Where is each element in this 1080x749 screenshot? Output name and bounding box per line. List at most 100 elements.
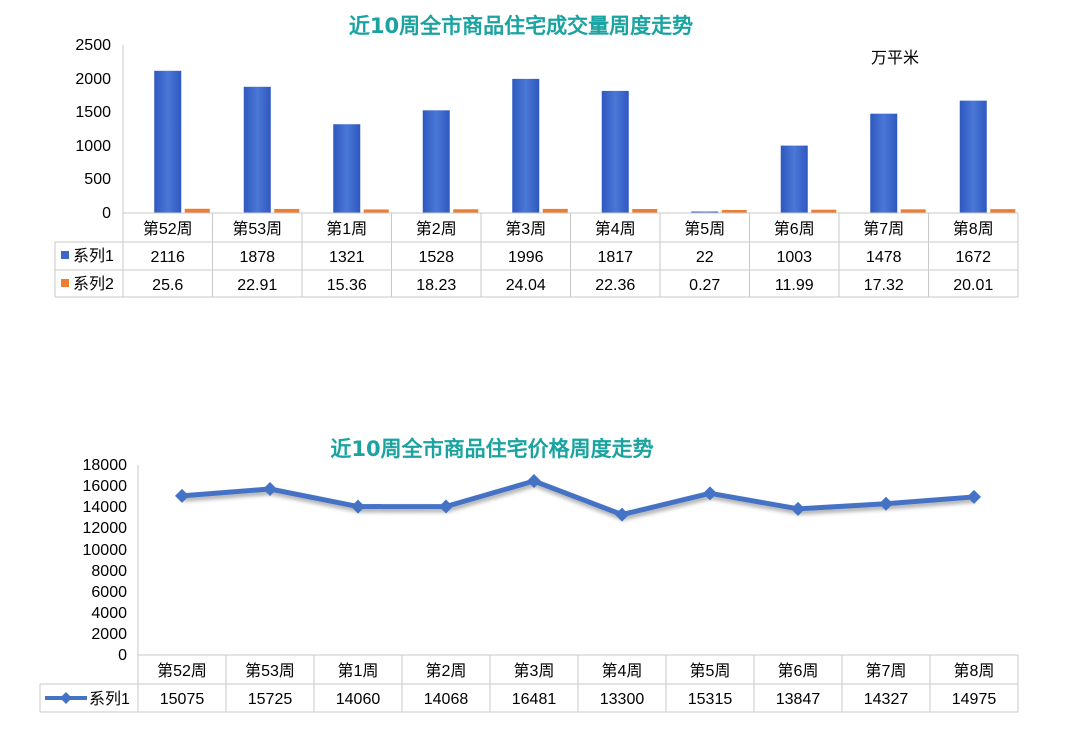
price-point-marker bbox=[527, 474, 541, 489]
price-y-tick: 10000 bbox=[83, 542, 128, 559]
volume-bar-series2 bbox=[184, 208, 210, 213]
volume-bar-series1 bbox=[333, 124, 361, 213]
volume-x-tick-label: 第53周 bbox=[232, 220, 282, 238]
volume-x-tick-label: 第8周 bbox=[953, 220, 994, 238]
price-chart-y-axis: 0 2000 4000 6000 8000 10000 12000 14000 … bbox=[83, 457, 139, 664]
volume-x-tick-label: 第2周 bbox=[416, 220, 457, 238]
volume-table-cell: 22.36 bbox=[595, 277, 635, 294]
volume-x-tick-label: 第3周 bbox=[505, 220, 546, 238]
volume-chart-unit-label: 万平米 bbox=[871, 48, 919, 67]
price-legend-marker bbox=[60, 692, 72, 704]
price-table-cell: 15075 bbox=[160, 691, 205, 708]
volume-x-tick-label: 第4周 bbox=[595, 220, 636, 238]
price-y-tick: 6000 bbox=[91, 584, 127, 601]
volume-y-tick: 2500 bbox=[75, 37, 111, 54]
volume-bar-series2 bbox=[990, 209, 1016, 213]
price-y-tick: 0 bbox=[118, 647, 127, 664]
price-point-marker bbox=[879, 496, 893, 511]
volume-table-cell: 17.32 bbox=[864, 277, 904, 294]
legend-label-2: 系列2 bbox=[73, 275, 114, 293]
volume-table-cell: 2116 bbox=[151, 249, 186, 266]
volume-bar-series1 bbox=[154, 70, 182, 213]
price-point-marker bbox=[439, 499, 453, 514]
price-x-tick-label: 第53周 bbox=[245, 662, 295, 680]
price-x-tick-label: 第52周 bbox=[157, 662, 207, 680]
volume-table-cell: 1672 bbox=[955, 249, 991, 266]
volume-bar-series2 bbox=[453, 209, 479, 213]
price-table-cell: 16481 bbox=[512, 691, 557, 708]
legend-swatch-1 bbox=[61, 251, 69, 259]
volume-bar-series1 bbox=[512, 78, 540, 213]
price-point-marker bbox=[791, 501, 805, 516]
price-point-marker bbox=[351, 499, 365, 514]
price-table-cell: 13847 bbox=[776, 691, 821, 708]
price-point-marker bbox=[703, 486, 717, 501]
volume-bar-series1 bbox=[959, 100, 987, 213]
volume-table-cell: 11.99 bbox=[775, 277, 814, 294]
price-chart-title: 近10周全市商品住宅价格周度走势 bbox=[330, 437, 653, 461]
volume-chart-title: 近10周全市商品住宅成交量周度走势 bbox=[349, 14, 693, 38]
volume-x-tick-label: 第5周 bbox=[684, 220, 725, 238]
price-table-cell: 14068 bbox=[424, 691, 469, 708]
price-x-tick-label: 第7周 bbox=[866, 662, 907, 680]
price-y-tick: 16000 bbox=[83, 478, 128, 495]
price-chart: 近10周全市商品住宅价格周度走势 0 2000 4000 6000 8000 1… bbox=[39, 437, 1019, 713]
price-legend-label: 系列1 bbox=[89, 690, 130, 708]
volume-x-tick-label: 第52周 bbox=[143, 220, 193, 238]
volume-bar-series1 bbox=[691, 211, 719, 213]
volume-table-cell: 1996 bbox=[508, 249, 544, 266]
price-point-marker bbox=[615, 507, 629, 522]
price-line bbox=[181, 478, 975, 518]
volume-bar-series2 bbox=[900, 209, 926, 213]
volume-bar-series2 bbox=[811, 209, 837, 213]
price-x-tick-label: 第1周 bbox=[338, 662, 379, 680]
volume-bar-series2 bbox=[274, 208, 300, 213]
price-table-cell: 15725 bbox=[248, 691, 293, 708]
legend-swatch-2 bbox=[61, 279, 69, 287]
volume-table-cell: 1003 bbox=[776, 249, 812, 266]
price-x-tick-label: 第2周 bbox=[426, 662, 467, 680]
volume-table-cell: 20.01 bbox=[953, 277, 993, 294]
price-point-marker bbox=[263, 482, 277, 497]
volume-y-tick: 1000 bbox=[75, 138, 111, 155]
volume-x-tick-label: 第7周 bbox=[863, 220, 904, 238]
legend-label-1: 系列1 bbox=[73, 247, 114, 265]
price-table-cell: 14060 bbox=[336, 691, 381, 708]
volume-bars bbox=[154, 70, 1016, 213]
price-table-cell: 14327 bbox=[864, 691, 909, 708]
price-y-tick: 12000 bbox=[83, 520, 128, 537]
price-x-tick-label: 第6周 bbox=[778, 662, 819, 680]
volume-table-cell: 15.36 bbox=[327, 277, 367, 294]
price-x-tick-label: 第5周 bbox=[690, 662, 731, 680]
volume-table-cell: 22 bbox=[696, 249, 714, 266]
volume-bar-series2 bbox=[363, 209, 389, 213]
volume-table-cell: 24.04 bbox=[506, 277, 546, 294]
volume-chart: 近10周全市商品住宅成交量周度走势 万平米 0 500 1000 1500 20… bbox=[54, 14, 1019, 298]
volume-bar-series1 bbox=[870, 113, 898, 213]
volume-bar-series2 bbox=[542, 208, 568, 213]
price-y-tick: 14000 bbox=[83, 499, 128, 516]
volume-table-cell: 18.23 bbox=[416, 277, 456, 294]
volume-table-cell: 25.6 bbox=[152, 277, 183, 294]
volume-bar-series1 bbox=[243, 86, 271, 213]
volume-bar-series1 bbox=[422, 110, 450, 213]
price-y-tick: 4000 bbox=[91, 605, 127, 622]
price-y-tick: 2000 bbox=[91, 626, 127, 643]
price-point-marker bbox=[175, 488, 189, 503]
price-table-cell: 14975 bbox=[952, 691, 997, 708]
price-x-tick-label: 第4周 bbox=[602, 662, 643, 680]
volume-x-tick-label: 第6周 bbox=[774, 220, 815, 238]
volume-bar-series1 bbox=[601, 90, 629, 213]
volume-table-cell: 0.27 bbox=[689, 277, 720, 294]
price-line-series bbox=[175, 474, 981, 522]
volume-y-tick: 500 bbox=[84, 171, 111, 188]
volume-table-cell: 1528 bbox=[418, 249, 454, 266]
price-x-tick-label: 第8周 bbox=[954, 662, 995, 680]
price-data-table: 第52周 15075 第53周 15725 第1周 14060 第2周 14068 第3周 164… bbox=[39, 654, 1019, 713]
volume-y-tick: 2000 bbox=[75, 71, 111, 88]
price-y-tick: 18000 bbox=[83, 457, 128, 474]
volume-y-tick: 1500 bbox=[75, 104, 111, 121]
volume-y-tick: 0 bbox=[102, 205, 111, 222]
volume-bar-series2 bbox=[632, 208, 658, 213]
